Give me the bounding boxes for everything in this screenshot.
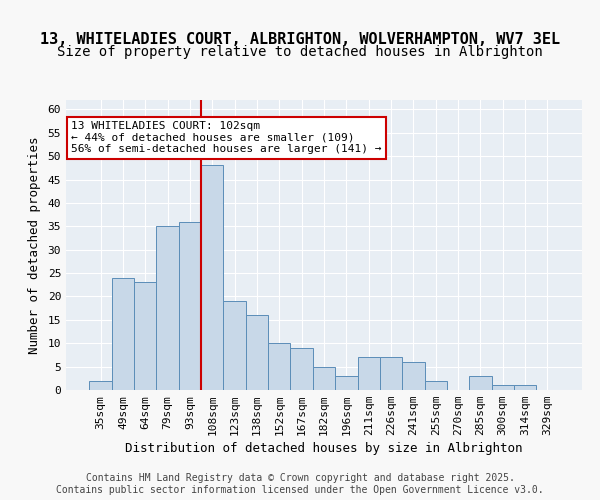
- Bar: [112, 278, 134, 390]
- Bar: [469, 376, 491, 390]
- Text: 13, WHITELADIES COURT, ALBRIGHTON, WOLVERHAMPTON, WV7 3EL: 13, WHITELADIES COURT, ALBRIGHTON, WOLVE…: [40, 32, 560, 48]
- Bar: [268, 343, 290, 390]
- Bar: [134, 282, 157, 390]
- Bar: [223, 301, 246, 390]
- Bar: [402, 362, 425, 390]
- Bar: [380, 358, 402, 390]
- Bar: [514, 386, 536, 390]
- Text: 13 WHITELADIES COURT: 102sqm
← 44% of detached houses are smaller (109)
56% of s: 13 WHITELADIES COURT: 102sqm ← 44% of de…: [71, 121, 382, 154]
- Text: Size of property relative to detached houses in Albrighton: Size of property relative to detached ho…: [57, 45, 543, 59]
- Bar: [179, 222, 201, 390]
- X-axis label: Distribution of detached houses by size in Albrighton: Distribution of detached houses by size …: [125, 442, 523, 456]
- Y-axis label: Number of detached properties: Number of detached properties: [28, 136, 41, 354]
- Bar: [89, 380, 112, 390]
- Bar: [201, 166, 223, 390]
- Bar: [491, 386, 514, 390]
- Bar: [157, 226, 179, 390]
- Text: Contains HM Land Registry data © Crown copyright and database right 2025.
Contai: Contains HM Land Registry data © Crown c…: [56, 474, 544, 495]
- Bar: [425, 380, 447, 390]
- Bar: [358, 358, 380, 390]
- Bar: [246, 315, 268, 390]
- Bar: [313, 366, 335, 390]
- Bar: [335, 376, 358, 390]
- Bar: [290, 348, 313, 390]
